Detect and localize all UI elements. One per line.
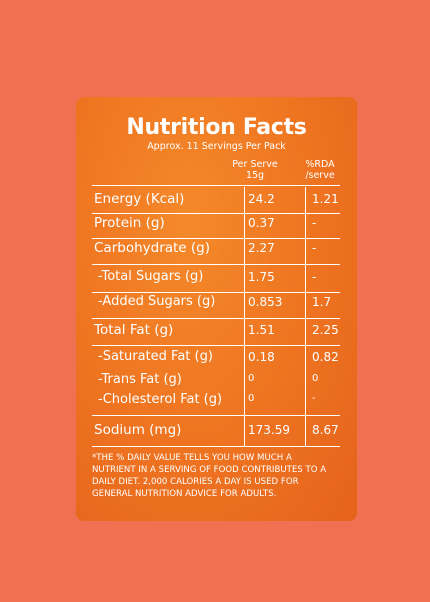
- rda-value: 0.82: [312, 350, 339, 364]
- per-serve-value: 0.37: [248, 216, 275, 230]
- row-label: Protein (g): [94, 215, 165, 231]
- column-divider: [305, 187, 306, 446]
- rda-value: 1.7: [312, 295, 332, 309]
- rda-value: -: [312, 270, 317, 284]
- rule: [92, 213, 340, 214]
- row-label: -Total Sugars (g): [98, 269, 204, 284]
- rule: [92, 185, 340, 186]
- row-label: -Saturated Fat (g): [98, 349, 213, 364]
- per-serve-value: 0.853: [248, 295, 283, 309]
- per-serve-value: 0: [248, 393, 255, 404]
- rda-value: -: [312, 241, 317, 255]
- row-label: Carbohydrate (g): [94, 240, 211, 256]
- rule: [92, 318, 340, 319]
- title: Nutrition Facts: [126, 115, 307, 140]
- per-serve-value: 0: [248, 373, 255, 384]
- per-serve-value: 173.59: [248, 423, 290, 437]
- rda-value: 0: [312, 373, 319, 384]
- per-serve-value: 1.51: [248, 323, 275, 337]
- column-divider: [244, 187, 245, 446]
- footnote-line: DAILY DIET. 2,000 CALORIES A DAY IS USED…: [92, 477, 299, 487]
- subtitle: Approx. 11 Servings Per Pack: [147, 141, 286, 152]
- rule: [92, 345, 340, 346]
- rda-value: -: [312, 393, 316, 404]
- rda-value: 2.25: [312, 323, 339, 337]
- per-serve-value: 0.18: [248, 350, 275, 364]
- footnote-line: NUTRIENT IN A SERVING OF FOOD CONTRIBUTE…: [92, 465, 327, 475]
- per-serve-value: 2.27: [248, 241, 275, 255]
- column-header: /serve: [305, 170, 335, 181]
- footnote-line: *THE % DAILY VALUE TELLS YOU HOW MUCH A: [92, 453, 292, 463]
- nutrition-panel: Nutrition Facts Approx. 11 Servings Per …: [76, 97, 357, 521]
- row-label: Energy (Kcal): [94, 191, 185, 207]
- row-label: Total Fat (g): [94, 322, 174, 338]
- rule: [92, 292, 340, 293]
- rda-value: 8.67: [312, 423, 339, 437]
- rule: [92, 238, 340, 239]
- rule: [92, 415, 340, 416]
- per-serve-value: 24.2: [248, 192, 275, 206]
- rda-value: -: [312, 216, 317, 230]
- per-serve-value: 1.75: [248, 270, 275, 284]
- footnote: *THE % DAILY VALUE TELLS YOU HOW MUCH A N…: [92, 452, 326, 500]
- rda-value: 1.21: [312, 192, 339, 206]
- column-header: Per Serve: [232, 159, 278, 170]
- row-label: -Trans Fat (g): [98, 372, 182, 387]
- row-label: -Added Sugars (g): [98, 294, 216, 309]
- rule: [92, 446, 340, 447]
- column-header: %RDA: [305, 159, 335, 170]
- footnote-line: GENERAL NUTRITION ADVICE FOR ADULTS.: [92, 489, 277, 499]
- rule: [92, 264, 340, 265]
- column-header: 15g: [245, 170, 265, 181]
- row-label: Sodium (mg): [94, 422, 182, 438]
- row-label: -Cholesterol Fat (g): [98, 392, 223, 407]
